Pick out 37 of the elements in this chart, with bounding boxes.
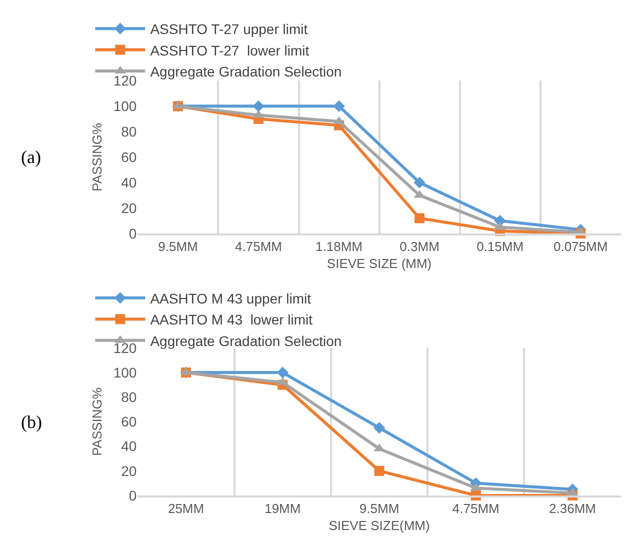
y-tick-label: 0 bbox=[128, 487, 137, 504]
x-tick-label: 4.75MM bbox=[235, 238, 282, 254]
y-axis-title: PASSING% bbox=[89, 387, 104, 456]
text: (a) bbox=[21, 147, 41, 167]
y-tick-label: 60 bbox=[121, 149, 137, 166]
y-tick-label: 100 bbox=[113, 364, 137, 380]
x-axis-title: SIEVE SIZE(MM) bbox=[328, 518, 430, 533]
text: (b) bbox=[21, 412, 42, 432]
y-tick-label: 80 bbox=[121, 124, 137, 140]
x-tick-label: 1.18MM bbox=[316, 238, 363, 254]
y-axis-title: PASSING% bbox=[89, 122, 104, 192]
y-tick-label: 80 bbox=[121, 389, 137, 406]
x-tick-label: 0.15MM bbox=[476, 238, 524, 254]
y-tick-label: 20 bbox=[121, 200, 137, 216]
legend-label: AASHTO M 43 upper limit bbox=[150, 290, 312, 306]
legend-label: ASSHTO T-27 upper limit bbox=[150, 21, 308, 38]
x-tick-label: 19MM bbox=[264, 500, 301, 516]
x-tick-label: 0.3MM bbox=[400, 238, 440, 254]
x-tick-label: 9.5MM bbox=[359, 500, 400, 516]
y-tick-label: 40 bbox=[121, 174, 137, 190]
x-tick-label: 25MM bbox=[168, 500, 204, 516]
y-tick-label: 120 bbox=[113, 72, 137, 89]
legend-label: Aggregate Gradation Selection bbox=[150, 332, 342, 349]
x-tick-label: 0.075MM bbox=[553, 238, 608, 254]
x-tick-label: 4.75MM bbox=[452, 500, 500, 516]
x-tick-label: 9.5MM bbox=[158, 238, 198, 254]
x-tick-label: 2.36MM bbox=[549, 500, 596, 516]
legend-label: AASHTO M 43 lower limit bbox=[150, 312, 313, 328]
y-tick-label: 20 bbox=[121, 462, 137, 479]
y-tick-label: 60 bbox=[121, 414, 137, 430]
legend-label: Aggregate Gradation Selection bbox=[150, 63, 342, 80]
x-axis-title: SIEVE SIZE (MM) bbox=[326, 256, 432, 271]
y-tick-label: 40 bbox=[121, 438, 137, 454]
y-tick-label: 0 bbox=[128, 225, 137, 242]
legend-label: ASSHTO T-27 lower limit bbox=[150, 42, 310, 58]
y-tick-label: 120 bbox=[113, 340, 137, 356]
y-tick-label: 100 bbox=[113, 98, 137, 114]
